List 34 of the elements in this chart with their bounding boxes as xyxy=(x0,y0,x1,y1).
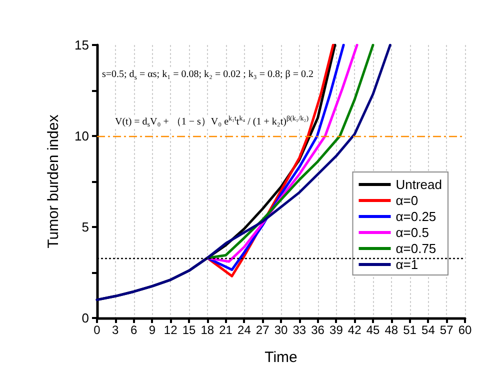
x-tick-label: 54 xyxy=(422,323,436,337)
x-tick-label: 9 xyxy=(148,323,156,337)
y-tick-label: 5 xyxy=(82,220,89,234)
x-tick-label: 45 xyxy=(366,323,380,337)
x-tick-label: 21 xyxy=(219,323,233,337)
x-tick-label: 36 xyxy=(311,323,325,337)
x-tick-label: 39 xyxy=(330,323,344,337)
x-tick-label: 57 xyxy=(440,323,454,337)
x-tick-label: 0 xyxy=(94,323,101,337)
x-tick-label: 3 xyxy=(112,323,120,337)
x-tick-label: 15 xyxy=(182,323,196,337)
legend-label: α=0 xyxy=(396,193,418,208)
x-tick-label: 27 xyxy=(256,323,270,337)
y-tick-label: 15 xyxy=(74,38,89,52)
x-tick-label: 48 xyxy=(384,323,398,337)
legend-label: α=0.75 xyxy=(396,241,436,256)
x-tick-label: 6 xyxy=(130,323,138,337)
legend-label: α=0.25 xyxy=(396,209,436,224)
legend-label: Untread xyxy=(396,177,442,192)
x-tick-label: 60 xyxy=(458,323,472,337)
x-tick-label: 12 xyxy=(164,323,178,337)
legend-label: α=0.5 xyxy=(396,225,429,240)
y-tick-label: 0 xyxy=(82,310,89,326)
x-tick-label: 18 xyxy=(200,323,214,337)
x-tick-label: 33 xyxy=(292,323,306,337)
x-tick-label: 30 xyxy=(274,323,288,337)
x-axis-title: Time xyxy=(264,349,298,366)
x-tick-label: 42 xyxy=(348,323,362,337)
y-axis-title: Tumor burden index xyxy=(45,114,62,248)
legend-label: α=1 xyxy=(396,257,418,272)
x-tick-label: 51 xyxy=(403,323,417,337)
y-tick-label: 10 xyxy=(74,128,89,144)
line-series xyxy=(96,44,392,302)
x-tick-label: 24 xyxy=(238,323,252,337)
